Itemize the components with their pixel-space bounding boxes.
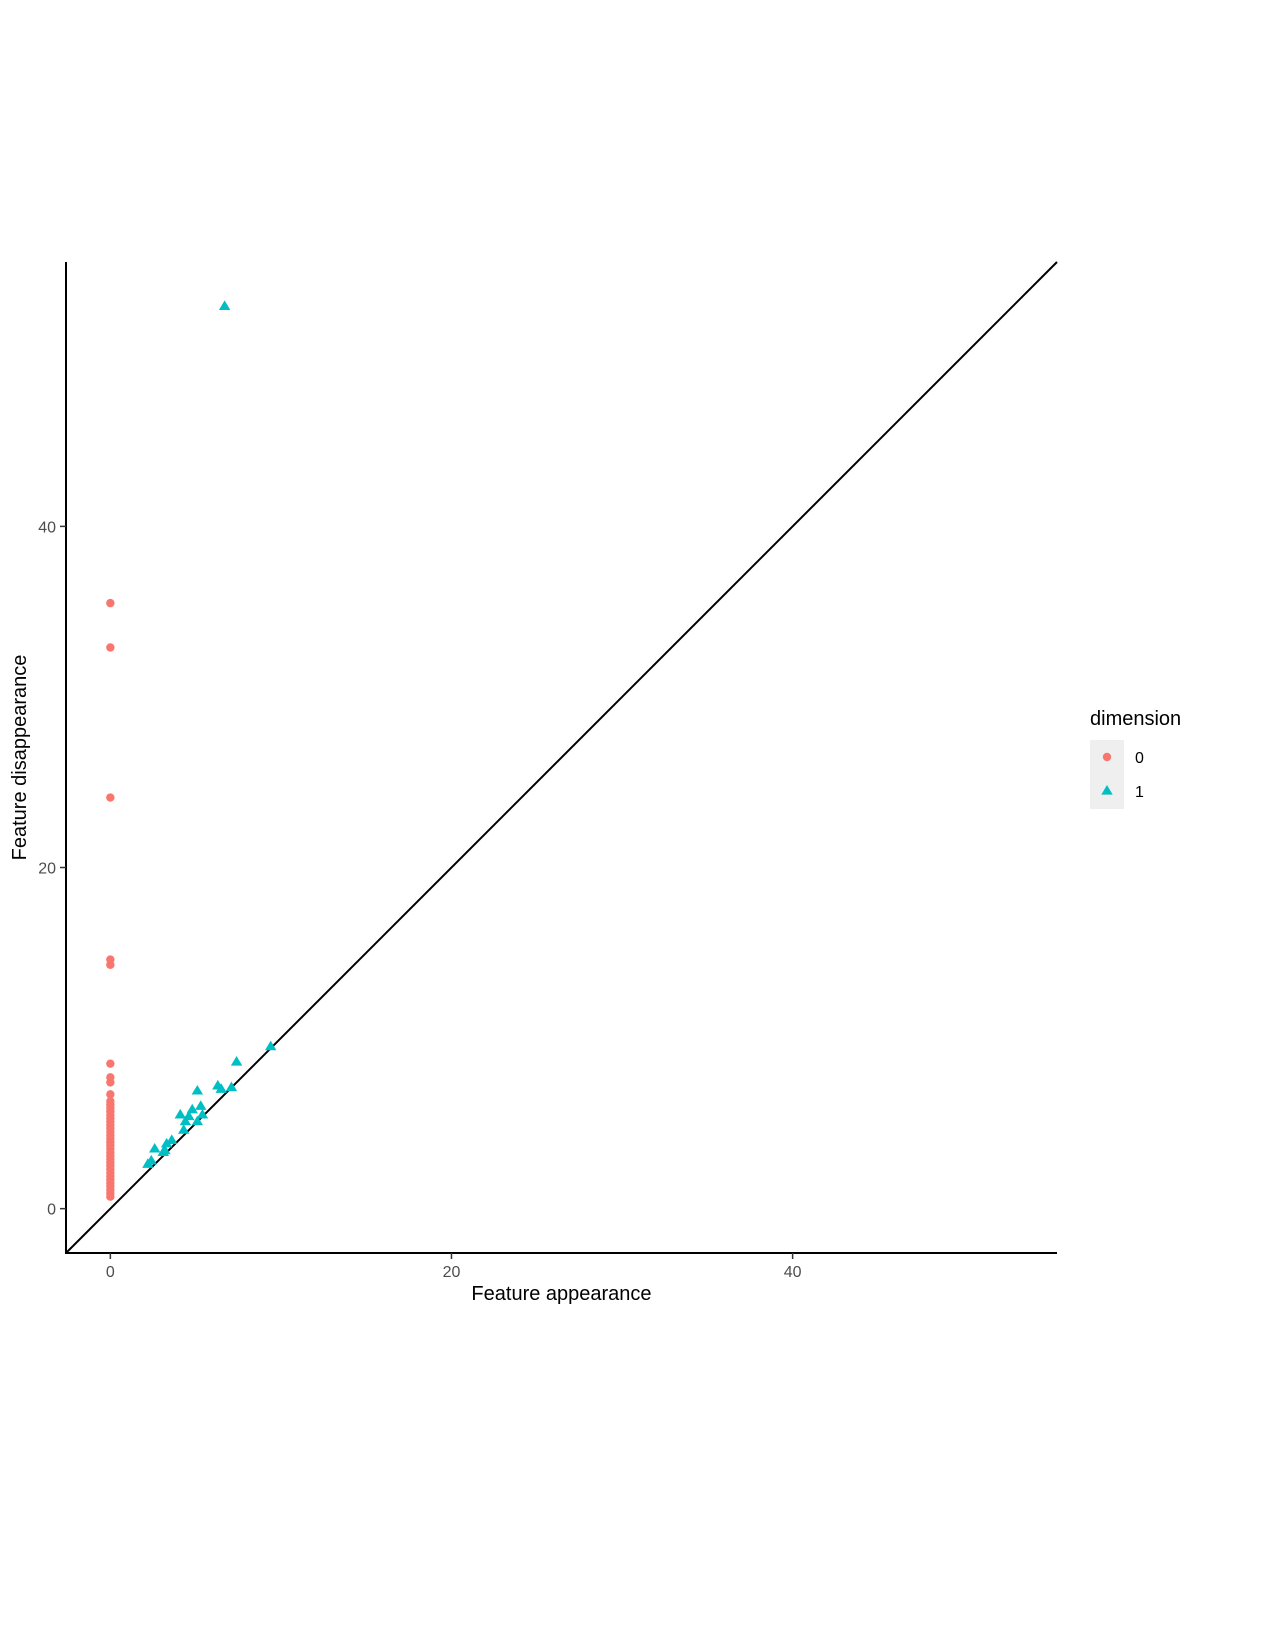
legend-label: 1: [1135, 784, 1144, 801]
y-axis-label: Feature disappearance: [9, 655, 31, 861]
data-point-circle: [106, 598, 115, 608]
series-0: [106, 598, 115, 1201]
data-point-triangle: [166, 1134, 178, 1145]
x-axis-label: Feature appearance: [471, 1283, 651, 1305]
data-point-triangle: [177, 1124, 190, 1134]
axes: 0 20 40 0 20 40: [38, 262, 1057, 1281]
data-point-triangle: [191, 1084, 204, 1095]
data-point-triangle: [196, 1108, 209, 1119]
data-point-circle: [106, 1078, 115, 1087]
data-point-triangle: [160, 1137, 173, 1148]
plot-area: [65, 261, 1058, 1254]
data-point-triangle: [148, 1142, 161, 1153]
data-point-circle: [106, 960, 115, 969]
data-point-circle: [106, 643, 115, 652]
x-tick-label: 20: [443, 1264, 461, 1281]
data-point-triangle: [157, 1146, 169, 1156]
data-point-triangle: [218, 300, 231, 310]
diagonal-line: [65, 261, 1058, 1254]
data-point-triangle: [230, 1055, 243, 1066]
data-point-triangle: [191, 1115, 204, 1126]
data-point-triangle: [215, 1083, 227, 1093]
data-point-triangle: [264, 1040, 277, 1051]
legend: dimension 0 1: [1090, 708, 1181, 809]
legend-key-background: [1090, 740, 1124, 809]
legend-title: dimension: [1090, 708, 1181, 730]
data-point-triangle: [186, 1103, 198, 1114]
x-tick-label: 40: [784, 1264, 802, 1281]
data-point-triangle: [174, 1108, 186, 1119]
data-point-triangle: [195, 1100, 207, 1110]
data-point-circle: [106, 1090, 115, 1099]
data-point-circle: [106, 1192, 115, 1201]
data-point-circle: [106, 1059, 115, 1068]
data-point-triangle: [142, 1158, 154, 1168]
series-1: [142, 300, 277, 1168]
x-tick-label: 0: [106, 1264, 115, 1281]
legend-label: 0: [1135, 750, 1144, 767]
legend-key-circle: [1102, 752, 1112, 762]
legend-key-triangle: [1101, 785, 1113, 795]
y-tick-label: 40: [38, 519, 56, 536]
y-tick-label: 0: [47, 1202, 56, 1219]
y-tick-label: 20: [38, 861, 56, 878]
data-point-triangle: [225, 1081, 238, 1092]
data-point-triangle: [179, 1115, 192, 1126]
data-point-circle: [106, 793, 115, 802]
